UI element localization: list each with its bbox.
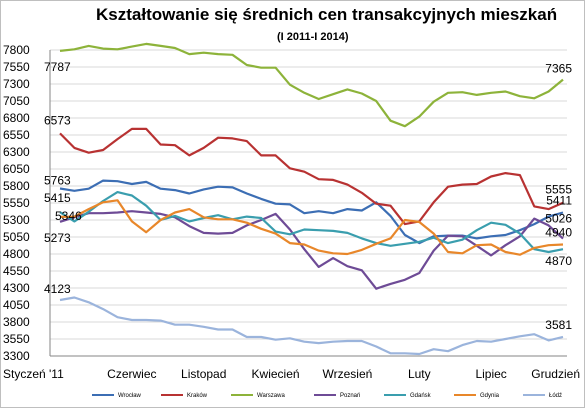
y-tick-label: 4300 bbox=[3, 281, 30, 295]
data-label-start: 6573 bbox=[44, 113, 71, 127]
x-axis-ticks: Styczeń '11 Czerwiec Listopad Kwiecień Wrzes… bbox=[3, 367, 580, 381]
data-label-end: 5555 bbox=[545, 183, 572, 197]
y-tick-label: 3550 bbox=[3, 332, 30, 346]
data-labels: 5763 5411 6573 5555 7787 7365 5273 5026 5415 4870… bbox=[44, 60, 572, 332]
x-tick-label: Czerwiec bbox=[107, 367, 156, 381]
y-tick-label: 6050 bbox=[3, 162, 30, 176]
x-tick-label: Luty bbox=[408, 367, 431, 381]
series-lines bbox=[59, 42, 564, 356]
y-tick-label: 6300 bbox=[3, 145, 30, 159]
data-label-end: 5026 bbox=[545, 212, 572, 226]
y-axis-ticks: 3300 3550 3800 4050 4300 4550 4800 5050 5300 5550… bbox=[3, 43, 30, 363]
y-tick-label: 4550 bbox=[3, 264, 30, 278]
data-label-end: 4870 bbox=[545, 254, 572, 268]
legend-label: Gdynia bbox=[480, 393, 500, 399]
x-tick-label: Styczeń '11 bbox=[3, 367, 64, 381]
series-line-4 bbox=[59, 210, 564, 290]
series-line-1 bbox=[59, 179, 564, 245]
series-line-5 bbox=[59, 191, 564, 254]
legend-label: Gdańsk bbox=[410, 393, 432, 399]
legend-label: Warszawa bbox=[257, 393, 285, 399]
data-label-end: 5411 bbox=[546, 193, 572, 207]
grid-lines bbox=[50, 49, 567, 357]
data-label-end: 7365 bbox=[545, 62, 572, 76]
y-tick-label: 5050 bbox=[3, 230, 30, 244]
x-tick-label: Listopad bbox=[181, 367, 226, 381]
data-label-start: 5346 bbox=[55, 209, 82, 223]
axes bbox=[49, 50, 567, 357]
y-tick-label: 5800 bbox=[3, 179, 30, 193]
y-tick-label: 4800 bbox=[3, 247, 30, 261]
data-label-start: 5273 bbox=[44, 231, 71, 245]
legend-label: Łódź bbox=[549, 393, 562, 399]
y-tick-label: 6550 bbox=[3, 128, 30, 142]
legend-label: Poznań bbox=[340, 393, 360, 399]
x-tick-label: Lipiec bbox=[475, 367, 506, 381]
x-tick-label: Grudzień bbox=[531, 367, 580, 381]
y-tick-label: 3300 bbox=[3, 349, 30, 363]
series-line-6 bbox=[59, 199, 564, 256]
x-tick-label: Kwiecień bbox=[252, 367, 300, 381]
y-tick-label: 6800 bbox=[3, 111, 30, 125]
y-tick-label: 3800 bbox=[3, 315, 30, 329]
data-label-start: 7787 bbox=[44, 60, 71, 74]
y-tick-label: 7550 bbox=[3, 60, 30, 74]
legend-label: Kraków bbox=[187, 393, 208, 399]
legend-label: Wrocław bbox=[118, 393, 142, 399]
y-tick-label: 5300 bbox=[3, 213, 30, 227]
y-tick-label: 7800 bbox=[3, 43, 30, 57]
legend: Wrocław Kraków Warszawa Poznań Gdańsk Gdynia Ł… bbox=[92, 393, 562, 399]
series-line-7 bbox=[59, 296, 564, 356]
data-label-start: 4123 bbox=[44, 282, 71, 296]
data-label-start: 5763 bbox=[44, 174, 71, 188]
y-tick-label: 4050 bbox=[3, 298, 30, 312]
y-tick-label: 7300 bbox=[3, 77, 30, 91]
series-line-2 bbox=[59, 127, 564, 226]
data-label-end: 4940 bbox=[545, 225, 572, 239]
data-label-start: 5415 bbox=[44, 191, 71, 205]
series-line-3 bbox=[59, 42, 564, 128]
data-label-end: 3581 bbox=[545, 318, 572, 332]
chart-title: Kształtowanie się średnich cen transakcy… bbox=[96, 5, 558, 24]
chart-subtitle: (I 2011-I 2014) bbox=[277, 31, 349, 43]
y-tick-label: 5550 bbox=[3, 196, 30, 210]
x-tick-label: Wrzesień bbox=[323, 367, 373, 381]
y-tick-label: 7050 bbox=[3, 94, 30, 108]
